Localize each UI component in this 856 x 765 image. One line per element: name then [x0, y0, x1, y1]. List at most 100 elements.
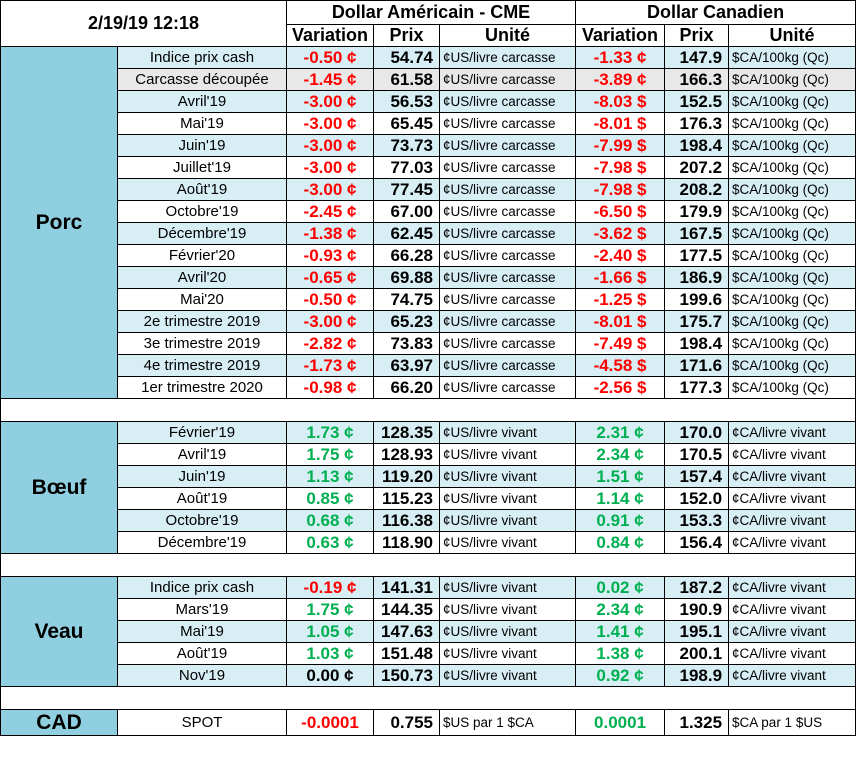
usd-variation: 1.13 ¢ [286, 465, 374, 488]
table-row: Juin'19 1.13 ¢ 119.20 ¢US/livre vivant 1.51 … [1, 465, 856, 488]
usd-price: 66.20 [373, 376, 440, 399]
cad-unit: ¢CA/livre vivant [728, 531, 856, 554]
row-label: Décembre'19 [117, 222, 287, 245]
cad-variation: -7.98 $ [575, 156, 666, 179]
cad-variation: -1.25 $ [575, 288, 666, 311]
veau-group-label: Veau [0, 576, 118, 687]
cad-unit: ¢CA/livre vivant [728, 598, 856, 621]
cad-price: 171.6 [664, 354, 730, 377]
usd-unit: ¢US/livre carcasse [438, 156, 577, 179]
cad-unit: $CA/100kg (Qc) [728, 46, 856, 69]
cad-unit: $CA/100kg (Qc) [728, 112, 856, 135]
usd-price: 119.20 [373, 465, 440, 488]
usd-unit: ¢US/livre carcasse [438, 376, 577, 399]
table-row: Août'19 -3.00 ¢ 77.45 ¢US/livre carcasse -7.… [1, 178, 856, 201]
cad-variation: 2.34 ¢ [575, 598, 666, 621]
row-label: 1er trimestre 2020 [117, 376, 287, 399]
usd-price: 73.73 [373, 134, 440, 157]
usd-price: 74.75 [373, 288, 440, 311]
usd-unit: ¢US/livre vivant [438, 421, 577, 444]
usd-price: 66.28 [373, 244, 440, 267]
separator-cell [0, 686, 856, 710]
usd-price: 144.35 [373, 598, 440, 621]
cad-variation: 1.41 ¢ [575, 620, 666, 643]
cad-price: 177.5 [664, 244, 730, 267]
table-row: Mars'19 1.75 ¢ 144.35 ¢US/livre vivant 2.34 … [1, 598, 856, 621]
usd-variation: -2.82 ¢ [286, 332, 374, 355]
cad-price: 166.3 [664, 68, 730, 91]
usd-variation: -1.45 ¢ [286, 68, 374, 91]
cad-variation: 2.34 ¢ [575, 443, 666, 466]
separator-cell [0, 398, 856, 422]
usd-unit: ¢US/livre vivant [438, 465, 577, 488]
usd-price: 151.48 [373, 642, 440, 665]
cad-unit: $CA/100kg (Qc) [728, 376, 856, 399]
usd-unit: ¢US/livre vivant [438, 576, 577, 599]
cad-variation: -8.01 $ [575, 112, 666, 135]
usd-price: 63.97 [373, 354, 440, 377]
header-row-1: 2/19/19 12:18 Dollar Américain - CME Dol… [0, 0, 856, 47]
cad-variation: -1.33 ¢ [575, 46, 666, 69]
cad-variation: -2.40 $ [575, 244, 666, 267]
row-label: Nov'19 [117, 664, 287, 687]
cad-price: 207.2 [664, 156, 730, 179]
cad-variation: 0.92 ¢ [575, 664, 666, 687]
row-label: Juillet'19 [117, 156, 287, 179]
usd-unit: ¢US/livre carcasse [438, 178, 577, 201]
table-row: Octobre'19 0.68 ¢ 116.38 ¢US/livre vivant 0.… [1, 509, 856, 532]
table-row: Veau Indice prix cash -0.19 ¢ 141.31 ¢US/liv… [0, 576, 856, 687]
cad-price: 176.3 [664, 112, 730, 135]
cad-variation: -7.49 $ [575, 332, 666, 355]
cad-unit: $CA/100kg (Qc) [728, 266, 856, 289]
row-label: Avril'19 [117, 443, 287, 466]
row-label: Février'19 [117, 421, 287, 444]
usd-variation: -0.50 ¢ [286, 46, 374, 69]
row-label: Octobre'19 [117, 509, 287, 532]
row-label: Mai'19 [117, 112, 287, 135]
usd-unit: ¢US/livre carcasse [438, 90, 577, 113]
cad-price: 208.2 [664, 178, 730, 201]
table-row: Nov'19 0.00 ¢ 150.73 ¢US/livre vivant 0.92 ¢… [1, 664, 856, 687]
cad-unit: $CA/100kg (Qc) [728, 178, 856, 201]
usd-variation: -2.45 ¢ [286, 200, 374, 223]
cad-variation: -7.99 $ [575, 134, 666, 157]
cad-unit: ¢CA/livre vivant [728, 620, 856, 643]
usd-unit: ¢US/livre carcasse [438, 200, 577, 223]
row-label: Indice prix cash [117, 46, 287, 69]
cad-unit: ¢CA/livre vivant [728, 465, 856, 488]
usd-variation: -1.38 ¢ [286, 222, 374, 245]
porc-group-label: Porc [0, 46, 118, 399]
market-prices-table: 2/19/19 12:18 Dollar Américain - CME Dol… [0, 0, 856, 736]
cad-variation: 0.0001 [575, 709, 666, 736]
table-row: Carcasse découpée -1.45 ¢ 61.58 ¢US/livre c… [1, 68, 856, 91]
usd-price: 128.93 [373, 443, 440, 466]
usd-price: 77.45 [373, 178, 440, 201]
usd-variation: 0.85 ¢ [286, 487, 374, 510]
usd-price: 116.38 [373, 509, 440, 532]
usd-price: 65.23 [373, 310, 440, 333]
cad-unite-header: Unité [728, 24, 856, 47]
usd-variation: -1.73 ¢ [286, 354, 374, 377]
usd-variation: -3.00 ¢ [286, 310, 374, 333]
usd-price: 54.74 [373, 46, 440, 69]
cad-prix-header: Prix [664, 24, 730, 47]
table-row: Porc Indice prix cash -0.50 ¢ 54.74 ¢US/livr… [0, 46, 856, 399]
cad-price: 175.7 [664, 310, 730, 333]
cad-unit: ¢CA/livre vivant [728, 443, 856, 466]
usd-variation: -3.00 ¢ [286, 112, 374, 135]
cad-price: 147.9 [664, 46, 730, 69]
table-row: Avril'19 -3.00 ¢ 56.53 ¢US/livre carcasse -8… [1, 90, 856, 113]
usd-price: 62.45 [373, 222, 440, 245]
usd-price: 67.00 [373, 200, 440, 223]
usd-unit: ¢US/livre carcasse [438, 222, 577, 245]
cad-price: 179.9 [664, 200, 730, 223]
row-label: Février'20 [117, 244, 287, 267]
cad-price: 153.3 [664, 509, 730, 532]
cad-price: 157.4 [664, 465, 730, 488]
table-row: Décembre'19 0.63 ¢ 118.90 ¢US/livre vivant 0… [1, 531, 856, 554]
usd-unit: $US par 1 $CA [438, 709, 577, 736]
boeuf-group-label: Bœuf [0, 421, 118, 554]
cad-price: 198.4 [664, 332, 730, 355]
cad-variation: -7.98 $ [575, 178, 666, 201]
cad-unit: $CA/100kg (Qc) [728, 222, 856, 245]
